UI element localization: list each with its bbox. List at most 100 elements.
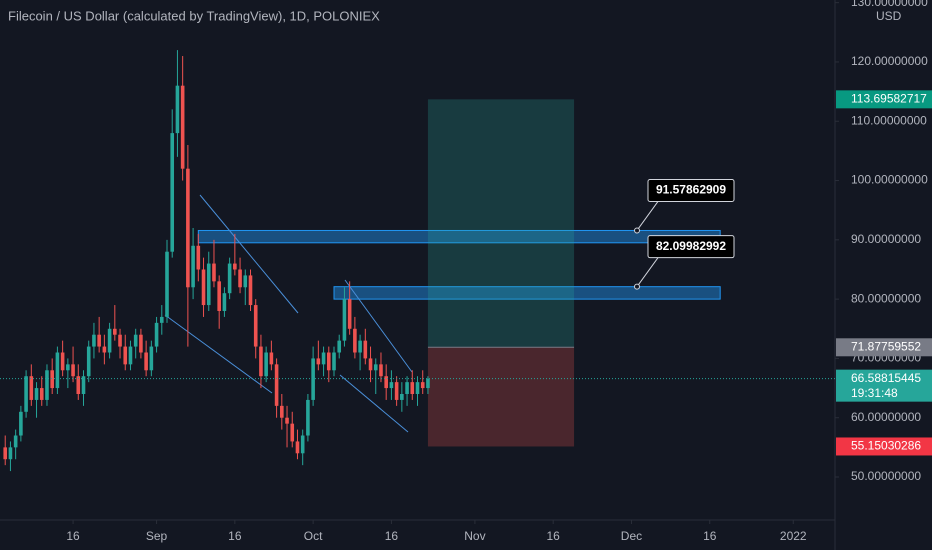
callout-box [647,235,735,259]
candle-body [133,334,138,347]
candle-body [113,328,117,335]
x-tick-label: 16 [547,529,561,543]
candle-body [274,364,279,406]
countdown: 19:31:48 [851,386,898,400]
candle-body [118,334,122,347]
candle-body [394,382,399,400]
candle-body [19,411,23,436]
candle-body [415,382,420,395]
candle-body [410,382,415,395]
candle-body [86,346,91,377]
x-tick-label: Oct [304,529,323,543]
candle-body [373,364,378,371]
candle-body [13,435,18,448]
candle-body [337,340,342,353]
candle-body [233,263,237,270]
trendline [344,279,413,373]
candle-body [426,378,430,389]
last-price-label: 66.58815445 [851,371,921,385]
candle-body [243,275,248,288]
candle-body [321,352,326,365]
candle-body [420,382,425,389]
candle-body [107,328,112,353]
callout-label: 91.57862909 [656,183,726,197]
candle-body [212,263,216,282]
trendlines [164,194,413,433]
candle-body [316,358,321,365]
candles [0,50,835,472]
candle-body [285,417,289,424]
candle-body [368,358,373,371]
candle-body [186,168,190,288]
candle-body [29,376,34,400]
y-tick-label: 50.00000000 [851,469,921,483]
candle-body [389,382,394,389]
candle-body [3,447,8,460]
x-tick-label: 16 [703,529,717,543]
candle-body [60,352,65,371]
candle-body [34,388,39,400]
x-tick-label: 16 [228,529,242,543]
candle-body [50,370,54,389]
y-tick-label: 90.00000000 [851,232,921,246]
candle-body [102,346,107,353]
candle-body [201,269,206,306]
candle-body [311,358,315,400]
candle-body [191,245,195,288]
candle-body [128,346,133,365]
x-tick-label: 2022 [780,529,807,543]
profit-zone [427,99,575,348]
candle-body [332,352,336,371]
y-tick-label: 120.00000000 [851,54,928,68]
candle-body [363,340,368,359]
candle-body [92,334,96,347]
candle-body [39,388,44,400]
candle-body [123,346,128,365]
candle-body [248,275,253,306]
candle-body [206,263,211,306]
trendline [339,374,409,433]
candle-body [66,364,70,371]
currency-label: USD [876,9,902,23]
candle-body [379,364,383,377]
last-price-label-box [836,369,932,402]
candle-body [24,376,28,412]
candle-body [165,251,169,317]
candle-body [196,245,201,270]
callout-anchor [634,283,640,290]
candle-body [300,435,305,454]
candle-body [170,133,175,252]
x-tick-label: 16 [385,529,399,543]
candle-body [259,346,263,377]
y-tick-label: 130.00000000 [851,0,928,9]
candle-body [55,352,60,389]
target-label: 113.69582717 [851,92,927,106]
candle-body [384,376,388,389]
candle-body [353,328,357,353]
stop-label-box [836,437,932,456]
x-tick-label: Nov [464,529,485,543]
candle-body [175,85,180,134]
y-tick-label: 100.00000000 [851,173,928,187]
drawings: 91.57862909 82.09982992 [197,99,735,447]
candle-body [154,322,159,347]
entry-label: 71.87759552 [851,339,921,353]
x-tick-label: Sep [146,529,168,543]
candle-body [222,293,227,311]
x-tick-label: Dec [621,529,642,543]
candle-body [405,382,409,395]
x-tick-label: 16 [66,529,80,543]
candle-body [238,269,242,288]
callout-pointer [636,257,659,287]
candle-body [149,346,154,371]
zone [333,286,721,300]
candle-body [326,352,331,371]
candle-body [76,376,81,395]
candle-body [159,316,164,323]
candle-body [139,334,143,353]
candle-body [227,263,232,294]
axes: 50.0000000060.0000000070.0000000080.0000… [66,0,932,543]
candle-body [45,370,49,400]
